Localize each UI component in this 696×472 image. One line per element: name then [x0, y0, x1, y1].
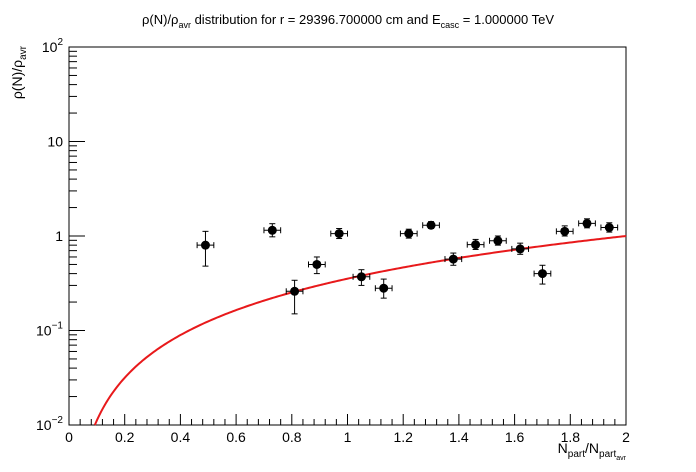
y-tick-label-base: 1 [55, 228, 63, 244]
y-tick-label: 1 [55, 228, 63, 244]
x-axis-label-sub-2: part [599, 449, 616, 460]
y-tick-label-exponent: −1 [52, 321, 64, 332]
data-point-group [285, 279, 304, 315]
data-point-group [444, 252, 463, 266]
data-point-group [352, 269, 371, 286]
data-point [200, 240, 210, 250]
title-part-3: = 1.000000 TeV [459, 12, 554, 27]
y-axis-label-main: ρ(N)/ρ [9, 60, 25, 99]
y-axis-label-sub: avr [18, 45, 29, 60]
y-tick-label: 102 [42, 37, 64, 55]
axes: 0 0.2 0.4 0.6 0.8 1 1.2 1.4 1.6 1.8 210−210−111010… [36, 37, 630, 445]
data-point-group [399, 228, 418, 239]
x-tick-label: 0.4 [171, 429, 191, 445]
title-part-2: distribution for r = 29396.700000 cm and… [191, 12, 441, 27]
data-point [582, 218, 592, 228]
data-point-group [533, 264, 552, 285]
y-tick-label: 10−1 [36, 321, 63, 339]
y-tick-label-exponent: −2 [52, 415, 64, 426]
y-tick-label-base: 10 [36, 323, 52, 339]
y-tick-label-exponent: 2 [57, 37, 63, 48]
x-tick-label: 1.6 [505, 429, 525, 445]
title-sub-1: avr [178, 20, 191, 30]
data-point [515, 244, 525, 254]
x-axis-label: Npart/Npartavr [558, 440, 627, 462]
data-point-group [374, 278, 393, 299]
x-tick-label: 1.2 [393, 429, 413, 445]
x-tick-label: 1 [344, 429, 352, 445]
data-point [493, 236, 503, 246]
x-tick-label: 0.6 [226, 429, 246, 445]
chart-title: ρ(N)/ρavr distribution for r = 29396.700… [142, 12, 554, 30]
data-point [560, 226, 570, 236]
data-point [448, 254, 458, 264]
data-point-group [263, 223, 282, 238]
data-point-group [330, 228, 348, 240]
data-point [290, 286, 300, 296]
data-point-group [578, 218, 596, 229]
data-point [334, 229, 344, 239]
x-tick-label: 1.4 [449, 429, 469, 445]
x-tick-label: 2 [622, 429, 630, 445]
x-tick-label: 0.2 [115, 429, 135, 445]
points-layer [196, 218, 619, 315]
data-point-group [555, 225, 574, 237]
title-part-1: ρ(N)/ρ [142, 12, 178, 27]
title-sub-2: casc [441, 20, 460, 30]
y-tick-label-base: 10 [36, 417, 52, 433]
data-point-group [511, 242, 530, 255]
y-tick-label: 10−2 [36, 415, 63, 433]
x-axis-label-subsub: avr [616, 455, 626, 462]
data-point [379, 283, 389, 293]
data-point-group [308, 256, 326, 275]
data-point-group [489, 235, 507, 246]
x-tick-label: 0.8 [282, 429, 302, 445]
data-point [356, 272, 366, 282]
data-point [267, 225, 277, 235]
x-axis-label-mid: /N [585, 440, 599, 456]
x-tick-label: 1.8 [561, 429, 581, 445]
data-point [604, 223, 614, 233]
data-point-group [422, 220, 440, 230]
data-point-group [466, 238, 485, 250]
y-tick-label: 10 [47, 134, 63, 150]
data-point [537, 269, 547, 279]
data-point [312, 259, 322, 269]
y-tick-label-base: 10 [47, 134, 63, 150]
y-tick-label-base: 10 [42, 39, 58, 55]
x-axis-label-main: N [558, 440, 568, 456]
data-point [471, 240, 481, 250]
x-axis-label-sub-1: part [568, 449, 585, 460]
data-point-group [196, 230, 215, 267]
data-point [426, 220, 436, 230]
x-tick-label: 0 [65, 429, 73, 445]
y-axis-label: ρ(N)/ρavr [9, 45, 29, 99]
data-point-group [600, 222, 619, 233]
data-point [404, 229, 414, 239]
